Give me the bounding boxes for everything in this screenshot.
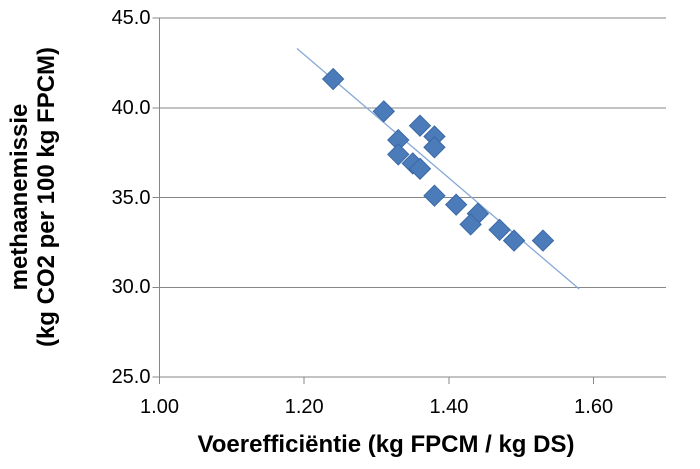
- y-tick-label: 35.0: [111, 186, 151, 209]
- data-point: [408, 114, 432, 137]
- y-tick-label: 40.0: [111, 96, 151, 119]
- data-point: [459, 213, 482, 236]
- data-point: [423, 184, 446, 207]
- trendline: [296, 48, 580, 290]
- data-point: [488, 218, 511, 242]
- y-tick-label: 30.0: [111, 276, 151, 299]
- data-point: [502, 229, 526, 252]
- x-tick-label: 1.20: [284, 396, 324, 418]
- data-point: [423, 136, 446, 159]
- x-axis-title: Voerefficiëntie (kg FPCM / kg DS): [197, 431, 575, 458]
- data-point: [372, 100, 396, 123]
- y-tick-label: 25.0: [111, 366, 151, 388]
- data-point: [531, 229, 555, 252]
- x-tick-label: 1.60: [574, 396, 614, 418]
- y-tick-label: 45.0: [111, 7, 151, 29]
- x-tick-label: 1.40: [429, 396, 469, 418]
- data-point: [321, 67, 345, 91]
- x-tick-label: 1.00: [140, 396, 179, 418]
- data-point: [387, 143, 410, 166]
- data-point: [444, 193, 468, 216]
- data-point: [408, 157, 432, 180]
